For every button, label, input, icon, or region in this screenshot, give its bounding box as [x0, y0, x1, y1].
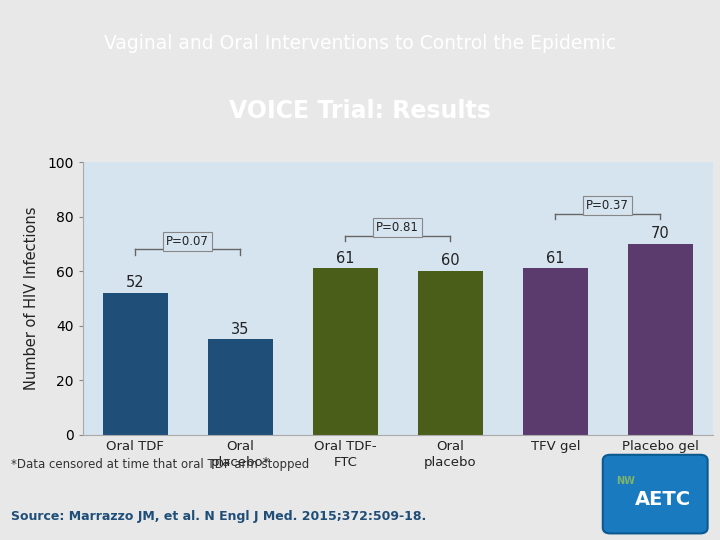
Text: VOICE Trial: Results: VOICE Trial: Results — [229, 99, 491, 123]
Bar — [523, 268, 588, 435]
Y-axis label: Number of HIV Infections: Number of HIV Infections — [24, 207, 39, 390]
Text: 60: 60 — [441, 253, 459, 268]
Text: 61: 61 — [546, 251, 564, 266]
Bar — [103, 293, 168, 435]
Text: 52: 52 — [126, 275, 145, 290]
Text: AETC: AETC — [634, 490, 690, 509]
Text: P=0.37: P=0.37 — [586, 199, 629, 212]
Text: Source: Marrazzo JM, et al. N Engl J Med. 2015;372:509-18.: Source: Marrazzo JM, et al. N Engl J Med… — [11, 510, 426, 523]
Text: 70: 70 — [651, 226, 670, 241]
Text: *Data censored at time that oral TDF arm stopped: *Data censored at time that oral TDF arm… — [11, 458, 309, 471]
Text: P=0.81: P=0.81 — [377, 221, 419, 234]
FancyBboxPatch shape — [603, 455, 708, 534]
Text: NW: NW — [616, 476, 635, 487]
Text: 35: 35 — [231, 321, 250, 336]
Bar — [312, 268, 378, 435]
Bar — [418, 271, 483, 435]
Bar — [208, 339, 273, 435]
Text: P=0.07: P=0.07 — [166, 235, 210, 248]
Text: Vaginal and Oral Interventions to Control the Epidemic: Vaginal and Oral Interventions to Contro… — [104, 33, 616, 52]
Text: 61: 61 — [336, 251, 354, 266]
Bar — [628, 244, 693, 435]
